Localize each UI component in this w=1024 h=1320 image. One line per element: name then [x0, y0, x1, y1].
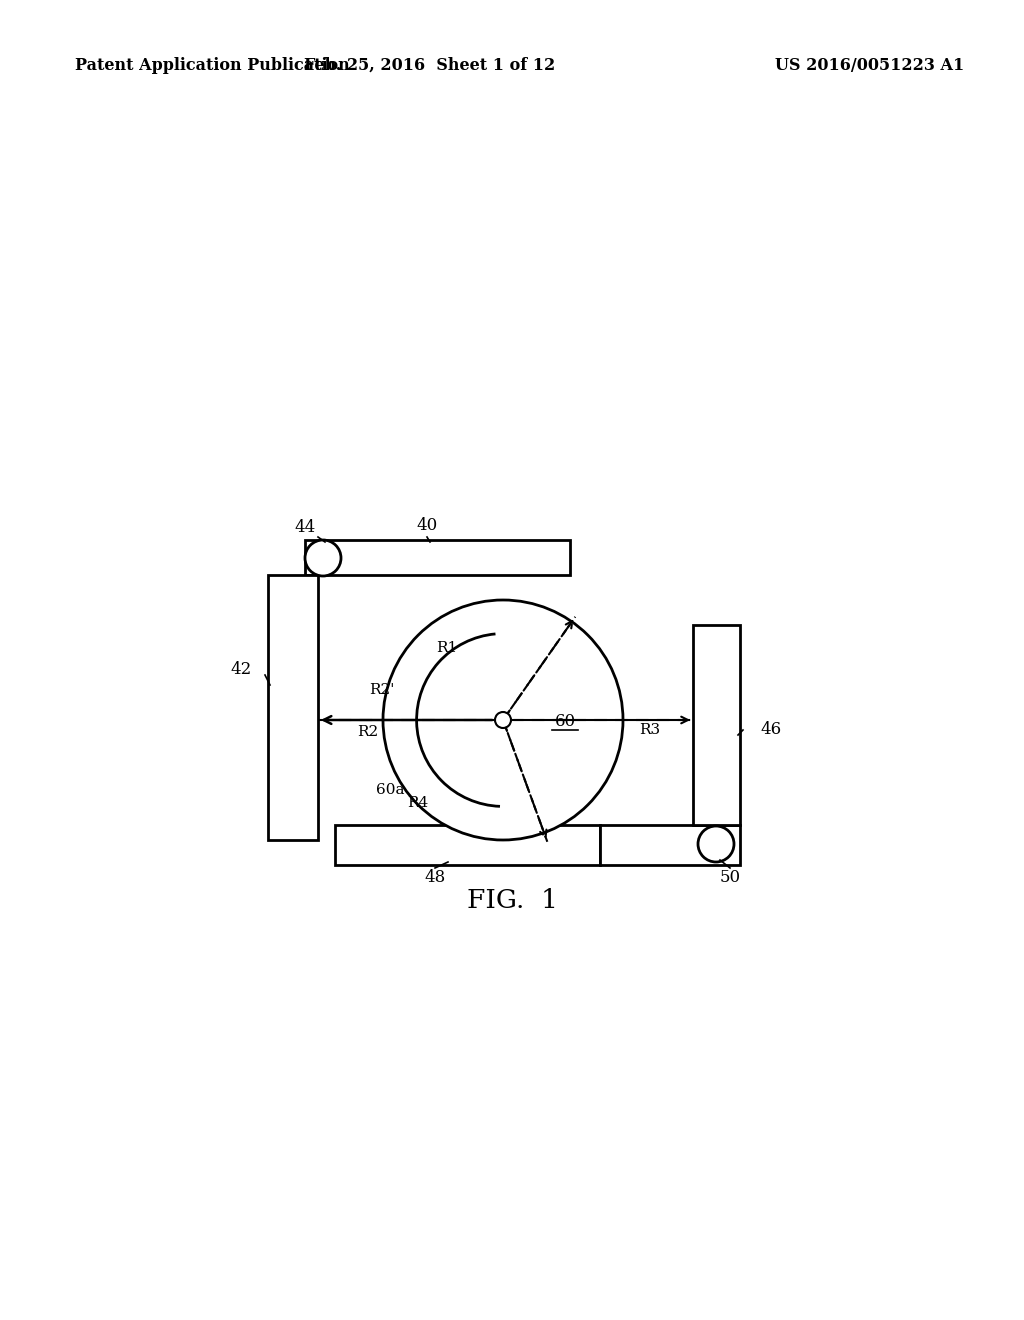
Text: 60a: 60a [376, 783, 404, 797]
Text: R4: R4 [408, 796, 429, 810]
Text: 60: 60 [554, 714, 575, 730]
Text: 48: 48 [424, 869, 445, 886]
Text: 44: 44 [294, 519, 315, 536]
Circle shape [383, 601, 623, 840]
Text: R1: R1 [436, 642, 458, 655]
FancyBboxPatch shape [600, 825, 740, 865]
Text: R3: R3 [639, 723, 660, 737]
Text: US 2016/0051223 A1: US 2016/0051223 A1 [775, 57, 965, 74]
Circle shape [305, 540, 341, 576]
Text: R2': R2' [370, 682, 394, 697]
Text: R2: R2 [357, 725, 379, 739]
Text: FIG.  1: FIG. 1 [467, 887, 557, 912]
Circle shape [495, 711, 511, 729]
Circle shape [698, 826, 734, 862]
Text: Feb. 25, 2016  Sheet 1 of 12: Feb. 25, 2016 Sheet 1 of 12 [304, 57, 556, 74]
Text: 42: 42 [230, 661, 252, 678]
Text: Patent Application Publication: Patent Application Publication [75, 57, 350, 74]
Text: 46: 46 [760, 722, 781, 738]
FancyBboxPatch shape [268, 576, 318, 840]
FancyBboxPatch shape [305, 540, 570, 576]
Text: 40: 40 [417, 516, 437, 533]
FancyBboxPatch shape [693, 624, 740, 825]
Text: 50: 50 [720, 869, 740, 886]
FancyBboxPatch shape [335, 825, 600, 865]
